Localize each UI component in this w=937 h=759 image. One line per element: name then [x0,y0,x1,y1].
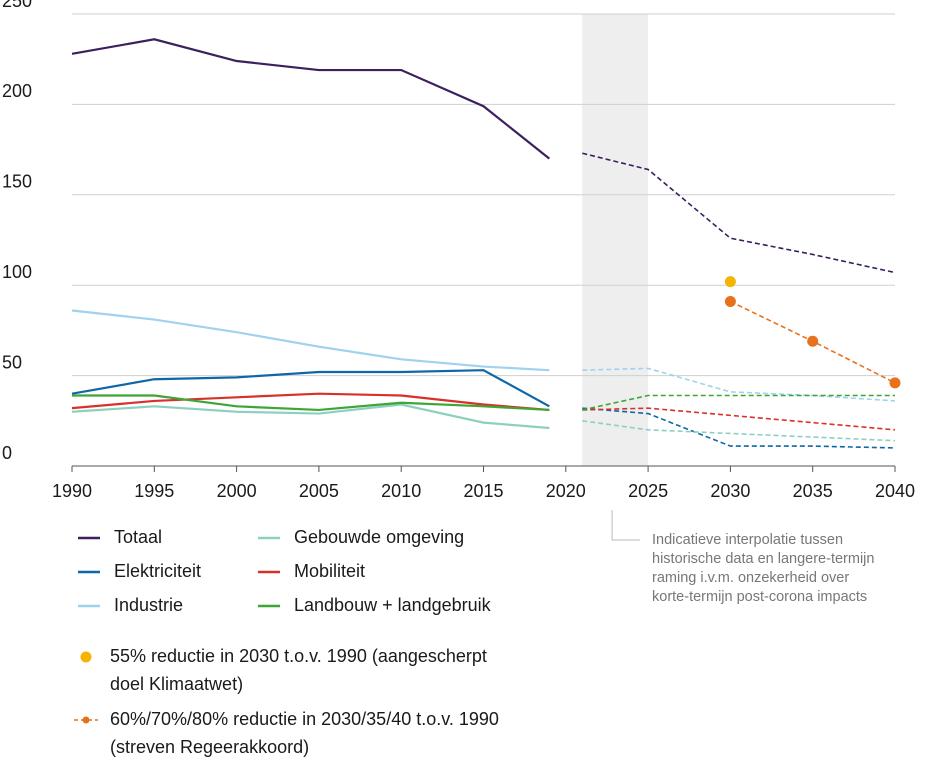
y-tick-label: 50 [2,352,22,372]
projection-line [582,407,896,431]
y-tick-label: 250 [2,0,32,11]
y-tick-label: 100 [2,262,32,282]
x-tick-label: 2015 [463,481,503,501]
series-line [72,394,550,412]
legend-label: Mobiliteit [294,561,365,581]
legend-label: Totaal [114,527,162,547]
y-tick-label: 200 [2,81,32,101]
target-point [807,335,819,347]
legend-label: 60%/70%/80% reductie in 2030/35/40 t.o.v… [110,709,499,729]
legend-label: 55% reductie in 2030 t.o.v. 1990 (aanges… [110,646,487,666]
x-tick-label: 2020 [546,481,586,501]
annotation: Indicatieve interpolatie tussen [652,532,843,548]
target-point [724,276,736,288]
projection-band [582,14,649,466]
legend-label: Landbouw + landgebruik [294,595,492,615]
annotation-leader [611,510,640,541]
x-tick-label: 2005 [299,481,339,501]
x-tick-label: 1990 [52,481,92,501]
projection-line [582,407,896,449]
projection-line [582,394,895,411]
series-line [71,403,550,430]
x-tick-label: 2040 [875,481,915,501]
annotation: historische data en langere-termijn [652,551,874,567]
target-point [724,295,736,307]
series-line [71,38,551,160]
y-tick-label: 0 [2,443,12,463]
x-tick-label: 2000 [217,481,257,501]
legend-label: Industrie [114,595,183,615]
y-tick-label: 150 [2,172,32,192]
annotation: korte-termijn post-corona impacts [652,589,867,605]
x-tick-label: 1995 [134,481,174,501]
legend-swatch [82,716,90,724]
legend-label: doel Klimaatwet) [110,674,243,694]
target-point [889,377,901,389]
series-line [71,392,550,412]
series-line [71,369,550,408]
series-line [71,309,550,372]
legend-label: Elektriciteit [114,561,201,581]
legend-label: Gebouwde omgeving [294,527,464,547]
x-tick-label: 2025 [628,481,668,501]
legend-label: (streven Regeerakkoord) [110,737,309,757]
annotation: raming i.v.m. onzekerheid over [652,570,849,586]
x-tick-label: 2030 [710,481,750,501]
projection-line [582,367,896,402]
projection-line [582,420,896,442]
legend-swatch [80,651,92,663]
x-tick-label: 2010 [381,481,421,501]
x-tick-label: 2035 [793,481,833,501]
